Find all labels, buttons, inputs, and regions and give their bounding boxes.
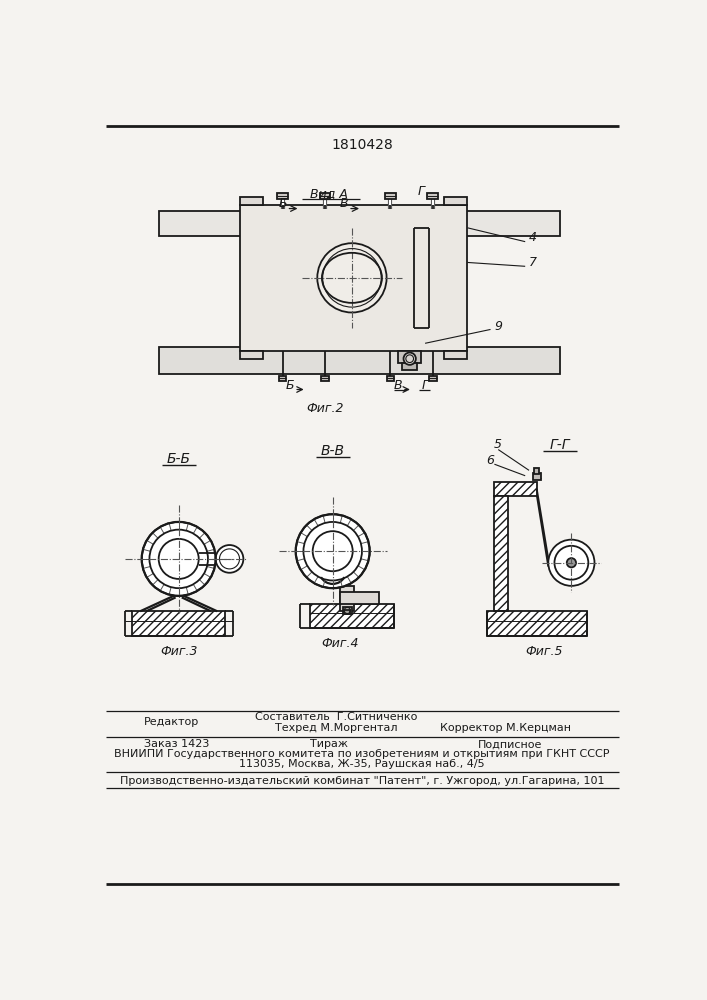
- Text: Б: Б: [279, 197, 287, 210]
- Text: В-В: В-В: [321, 444, 345, 458]
- Polygon shape: [240, 197, 264, 205]
- Polygon shape: [444, 351, 467, 359]
- Bar: [402, 363, 417, 370]
- Text: 4: 4: [529, 231, 537, 244]
- Circle shape: [296, 514, 370, 588]
- Polygon shape: [240, 205, 467, 351]
- Text: Подписное: Подписное: [478, 739, 542, 749]
- Bar: [494, 482, 537, 496]
- Text: 6: 6: [486, 454, 494, 467]
- Text: ВНИИПИ Государственного комитета по изобретениям и открытиям при ГКНТ СССР: ВНИИПИ Государственного комитета по изоб…: [115, 749, 609, 759]
- Bar: [428, 193, 438, 199]
- Text: Б-Б: Б-Б: [167, 452, 191, 466]
- Text: 7: 7: [529, 256, 537, 269]
- Bar: [486, 611, 587, 636]
- Circle shape: [141, 522, 216, 596]
- Text: Фиг.5: Фиг.5: [526, 645, 563, 658]
- Circle shape: [404, 353, 416, 365]
- Circle shape: [317, 243, 387, 312]
- Bar: [387, 376, 395, 381]
- Text: Корректор М.Керцман: Корректор М.Керцман: [440, 723, 571, 733]
- Bar: [344, 610, 351, 614]
- Bar: [398, 351, 421, 363]
- Text: Составитель  Г.Ситниченко: Составитель Г.Ситниченко: [255, 712, 418, 722]
- Text: Вид А: Вид А: [310, 187, 348, 200]
- Text: Фиг.4: Фиг.4: [322, 637, 359, 650]
- Bar: [321, 376, 329, 381]
- Text: Фиг.3: Фиг.3: [160, 645, 197, 658]
- Polygon shape: [240, 351, 264, 359]
- Bar: [310, 604, 395, 628]
- Text: Г: Г: [418, 185, 425, 198]
- Bar: [132, 611, 225, 636]
- Circle shape: [549, 540, 595, 586]
- Polygon shape: [160, 211, 560, 235]
- Bar: [429, 376, 437, 381]
- Text: Б: Б: [286, 379, 295, 392]
- Bar: [279, 376, 286, 381]
- Bar: [343, 607, 352, 614]
- Text: Заказ 1423: Заказ 1423: [144, 739, 209, 749]
- Text: Производственно-издательский комбинат "Патент", г. Ужгород, ул.Гагарина, 101: Производственно-издательский комбинат "П…: [119, 776, 604, 786]
- Text: 113035, Москва, Ж-35, Раушская наб., 4/5: 113035, Москва, Ж-35, Раушская наб., 4/5: [239, 759, 485, 769]
- Text: В: В: [394, 379, 402, 392]
- Circle shape: [216, 545, 243, 573]
- Text: 9: 9: [494, 320, 502, 333]
- Text: Техред М.Моргентал: Техред М.Моргентал: [275, 723, 398, 733]
- Text: Г: Г: [421, 379, 428, 392]
- Text: 5: 5: [494, 438, 502, 451]
- Text: Фиг.2: Фиг.2: [306, 402, 344, 415]
- Bar: [385, 193, 396, 199]
- Polygon shape: [444, 197, 467, 205]
- Polygon shape: [160, 347, 560, 374]
- Bar: [533, 473, 541, 480]
- Text: Тираж: Тираж: [310, 739, 348, 749]
- Text: В: В: [340, 197, 349, 210]
- Bar: [340, 586, 354, 611]
- Circle shape: [158, 539, 199, 579]
- Bar: [340, 592, 379, 604]
- Circle shape: [312, 531, 353, 571]
- Circle shape: [567, 558, 576, 567]
- Bar: [534, 468, 539, 474]
- Bar: [320, 193, 330, 199]
- Bar: [494, 496, 508, 611]
- Text: Г-Г: Г-Г: [549, 438, 570, 452]
- Text: 1810428: 1810428: [331, 138, 393, 152]
- Bar: [277, 193, 288, 199]
- Text: Редактор: Редактор: [144, 717, 199, 727]
